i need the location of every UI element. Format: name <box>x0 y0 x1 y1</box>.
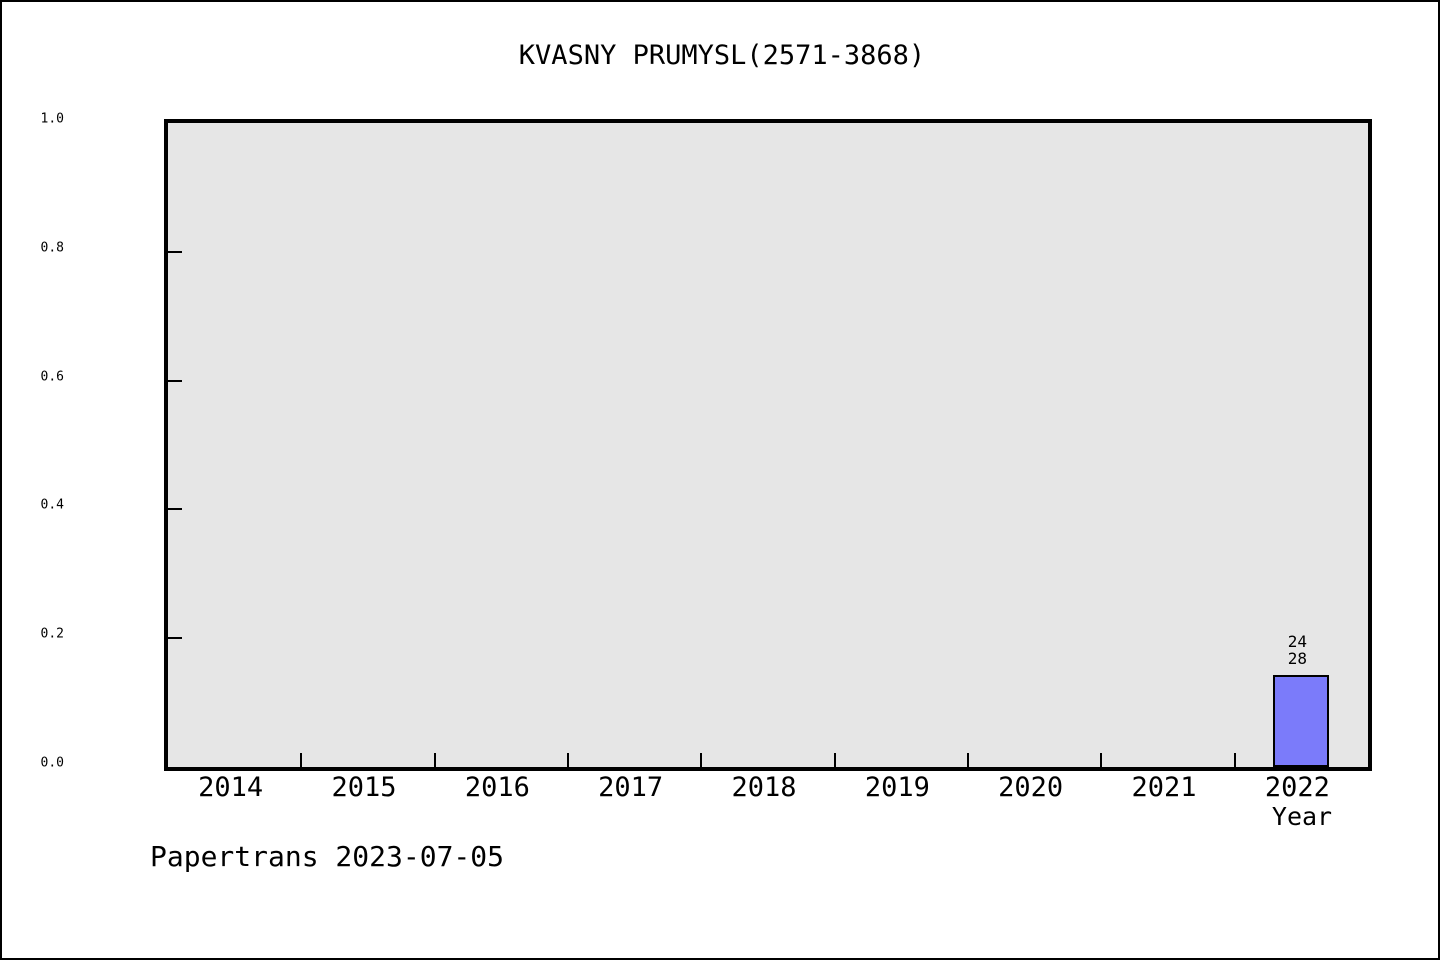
y-axis-tick-label: 0.4 <box>40 497 64 513</box>
x-axis-tick-label: 2016 <box>464 772 530 803</box>
y-axis-tick-mark <box>168 250 182 253</box>
x-axis-tick-mark <box>1100 753 1103 767</box>
y-axis-tick-mark <box>168 508 182 511</box>
y-axis-tick-label: 1.0 <box>40 111 64 127</box>
bar-2022[interactable] <box>1273 674 1330 767</box>
x-axis-tick-label: 2019 <box>864 772 930 803</box>
page-title: KVASNY PRUMYSL(2571-3868) <box>518 40 926 71</box>
y-axis-tick-label: 0.2 <box>40 626 64 642</box>
y-axis-tick-label: 0.0 <box>40 755 64 771</box>
x-axis-tick-mark <box>700 753 703 767</box>
bar-value-label: 28 <box>1287 648 1307 668</box>
x-axis-tick-mark <box>300 753 303 767</box>
y-axis-tick-label: 0.6 <box>40 369 64 385</box>
x-axis-tick-label: 2015 <box>331 772 397 803</box>
x-axis-tick-mark <box>967 753 969 767</box>
x-axis-tick-mark <box>1233 753 1236 767</box>
x-axis-tick-label: 2021 <box>1131 772 1197 803</box>
y-axis-tick-label: 0.8 <box>40 240 64 256</box>
x-axis-tick-mark <box>833 753 836 767</box>
x-axis-tick-label: 2017 <box>598 772 664 803</box>
x-axis-tick-label: 2022 <box>1264 772 1330 803</box>
y-axis-tick-mark <box>168 379 182 382</box>
x-axis-tick-label: 2020 <box>998 772 1064 803</box>
footer-note: Papertrans 2023-07-05 <box>150 840 505 873</box>
plot-area <box>164 119 1372 771</box>
x-axis-label: Year <box>1271 802 1333 831</box>
bar-value-label: 24 <box>1287 631 1307 651</box>
bar-label-group: 24 28 <box>1288 633 1307 667</box>
plot-inner <box>168 123 1368 767</box>
x-axis-tick-label: 2018 <box>731 772 797 803</box>
y-axis-tick-mark <box>168 637 182 640</box>
x-axis-tick-mark <box>567 753 569 767</box>
x-axis-tick-label: 2014 <box>198 772 264 803</box>
x-axis-tick-mark <box>433 753 436 767</box>
